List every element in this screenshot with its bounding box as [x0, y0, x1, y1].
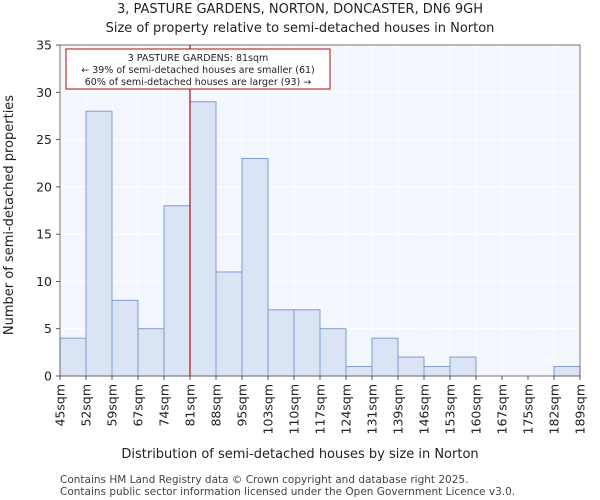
- annotation-frame: [65, 48, 331, 90]
- x-axis-label: Distribution of semi-detached houses by …: [121, 447, 478, 462]
- chart-title-line2: Size of property relative to semi-detach…: [106, 21, 495, 36]
- footer-line2: Contains public sector information licen…: [60, 486, 515, 498]
- x-tick-label: 59sqm: [105, 384, 120, 427]
- bar-131sqm: [371, 337, 399, 377]
- x-tick-label: 160sqm: [469, 384, 484, 434]
- x-tick-label: 167sqm: [495, 384, 510, 434]
- x-tick-label: 153sqm: [443, 384, 458, 434]
- bar-153sqm: [449, 356, 477, 377]
- x-tick-label: 182sqm: [547, 384, 562, 434]
- y-tick-label: 10: [36, 274, 52, 289]
- x-tick-label: 45sqm: [53, 384, 68, 427]
- annotation-line1: 3 PASTURE GARDENS: 81sqm: [128, 53, 269, 64]
- bar-74sqm: [163, 205, 191, 377]
- x-tick-label: 74sqm: [157, 384, 172, 427]
- x-tick-label: 81sqm: [183, 384, 198, 427]
- y-axis: 0 5 10 15 20 25 30 35: [36, 38, 60, 384]
- bar-45sqm: [59, 337, 87, 377]
- bar-67sqm: [137, 328, 165, 377]
- x-tick-label: 110sqm: [287, 384, 302, 434]
- x-tick-label: 189sqm: [573, 384, 588, 434]
- bar-110sqm: [293, 309, 321, 377]
- x-tick-label: 67sqm: [131, 384, 146, 427]
- x-tick-label: 139sqm: [391, 384, 406, 434]
- x-tick-label: 103sqm: [261, 384, 276, 434]
- x-tick-label: 95sqm: [235, 384, 250, 427]
- x-tick-label: 131sqm: [365, 384, 380, 434]
- y-axis-label: Number of semi-detached properties: [2, 95, 17, 335]
- x-tick-label: 124sqm: [339, 384, 354, 434]
- bar-139sqm: [397, 356, 425, 377]
- y-tick-label: 5: [44, 321, 52, 336]
- bar-59sqm: [111, 299, 139, 377]
- bar-81sqm: [189, 101, 217, 377]
- x-tick-label: 117sqm: [313, 384, 328, 434]
- y-tick-label: 25: [36, 132, 52, 147]
- x-tick-label: 146sqm: [417, 384, 432, 434]
- y-tick-label: 0: [44, 369, 52, 384]
- annotation-line3: 60% of semi-detached houses are larger (…: [85, 77, 312, 88]
- x-tick-label: 175sqm: [521, 384, 536, 434]
- y-tick-label: 35: [36, 38, 52, 53]
- x-tick-label: 88sqm: [209, 384, 224, 427]
- annotation-line2: ← 39% of semi-detached houses are smalle…: [81, 65, 315, 76]
- bar-layer: [59, 101, 581, 377]
- bar-182sqm: [553, 366, 581, 377]
- bar-88sqm: [215, 271, 243, 377]
- bar-95sqm: [241, 157, 269, 377]
- y-tick-label: 15: [36, 227, 52, 242]
- chart-title-line1: 3, PASTURE GARDENS, NORTON, DONCASTER, D…: [117, 2, 483, 17]
- bar-52sqm: [85, 110, 113, 377]
- bar-103sqm: [267, 309, 295, 377]
- x-axis: 45sqm 52sqm 59sqm 67sqm 74sqm 81sqm 88sqm 95sqm…: [53, 376, 588, 434]
- bar-124sqm: [345, 366, 373, 377]
- annotation-box: 3 PASTURE GARDENS: 81sqm ← 39% of semi-d…: [65, 48, 331, 90]
- bar-117sqm: [319, 328, 347, 377]
- y-tick-label: 30: [36, 85, 52, 100]
- footer-line1: Contains HM Land Registry data © Crown c…: [60, 474, 468, 486]
- bar-146sqm: [423, 366, 451, 377]
- y-tick-label: 20: [36, 179, 52, 194]
- x-tick-label: 52sqm: [79, 384, 94, 427]
